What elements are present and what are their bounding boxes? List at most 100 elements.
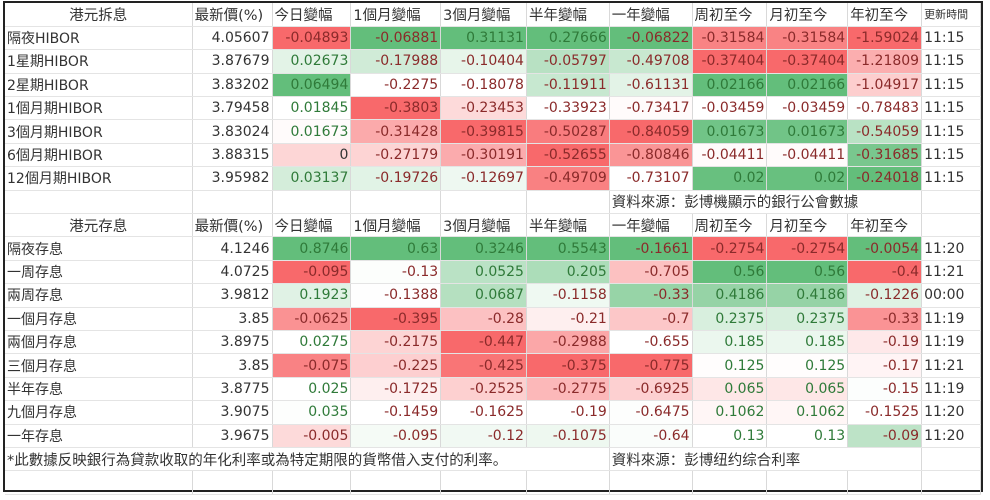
- column-header[interactable]: 今日變幅: [272, 213, 352, 238]
- update-time: 11:19: [921, 330, 981, 355]
- update-time: 11:15: [921, 143, 981, 168]
- change-cell: 0.4186: [766, 283, 849, 308]
- table-row: 一年存息 3.9675 -0.005 -0.095 -0.12 -0.1075 -0.64 0…: [5, 424, 981, 448]
- empty-cell: [692, 470, 768, 495]
- change-cell: -0.447: [440, 330, 527, 355]
- rate-name: 3個月期HIBOR: [5, 119, 193, 144]
- change-cell: 0.02166: [766, 73, 849, 98]
- column-header[interactable]: 年初至今: [847, 213, 923, 238]
- change-cell: -0.84059: [609, 119, 693, 144]
- change-cell: -0.2988: [526, 330, 610, 355]
- change-cell: -0.12697: [440, 166, 527, 191]
- change-cell: 0.185: [766, 330, 849, 355]
- column-header[interactable]: 月初至今: [766, 3, 849, 27]
- column-header[interactable]: 1個月變幅: [350, 213, 442, 238]
- rate-name: 兩個月存息: [5, 330, 193, 355]
- change-cell: 0.1923: [272, 283, 352, 308]
- column-header[interactable]: 月初至今: [766, 213, 849, 238]
- change-cell: 0.01673: [766, 119, 849, 144]
- change-cell: -0.04411: [692, 143, 768, 168]
- update-time: 11:15: [921, 166, 981, 191]
- column-header[interactable]: 周初至今: [692, 213, 768, 238]
- column-header[interactable]: 1個月變幅: [350, 3, 442, 27]
- change-cell: -0.075: [272, 353, 352, 378]
- column-header[interactable]: 港元存息: [5, 213, 193, 238]
- change-cell: -0.2275: [350, 73, 442, 98]
- footnote-row: *此數據反映銀行為貸款收取的年化利率或為特定期限的貨幣借入支付的利率。 資料來源：…: [5, 447, 981, 472]
- change-cell: -0.13: [350, 260, 442, 285]
- rate-name: 12個月期HIBOR: [5, 166, 193, 191]
- latest-price: 3.88315: [192, 143, 273, 168]
- column-header[interactable]: 更新時間: [921, 3, 981, 27]
- table-row: 1個月期HIBOR 3.79458 0.01845 -0.3803 -0.23453 -0…: [5, 96, 981, 121]
- empty-cell: [350, 190, 442, 215]
- column-header[interactable]: 最新價(%): [192, 213, 273, 238]
- header-row: 港元拆息 最新價(%) 今日變幅 1個月變幅 3個月變幅 半年變幅 一年變幅 周初至今 月初至今…: [5, 3, 981, 27]
- latest-price: 4.0725: [192, 260, 273, 285]
- column-header[interactable]: 最新價(%): [192, 3, 273, 27]
- update-time: 11:20: [921, 236, 981, 261]
- update-time: 11:15: [921, 96, 981, 121]
- change-cell: -0.21: [526, 307, 610, 331]
- column-header[interactable]: 一年變幅: [609, 3, 693, 27]
- change-cell: 0.02166: [692, 73, 768, 98]
- change-cell: -0.17: [847, 353, 923, 378]
- change-cell: -0.19726: [350, 166, 442, 191]
- latest-price: 3.85: [192, 353, 273, 378]
- change-cell: -0.1725: [350, 377, 442, 402]
- data-source-note: 資料來源：彭博纽约综合利率: [609, 447, 923, 472]
- latest-price: 3.9675: [192, 424, 273, 448]
- change-cell: -0.24018: [847, 166, 923, 191]
- column-header[interactable]: 周初至今: [692, 3, 768, 27]
- change-cell: 0.2375: [766, 307, 849, 331]
- change-cell: -0.33: [609, 283, 693, 308]
- change-cell: 0.4186: [692, 283, 768, 308]
- rate-name: 九個月存息: [5, 400, 193, 425]
- change-cell: -0.33923: [526, 96, 610, 121]
- empty-cell: [921, 190, 981, 215]
- change-cell: 0.56: [766, 260, 849, 285]
- column-header[interactable]: 半年變幅: [526, 3, 610, 27]
- change-cell: -0.10404: [440, 49, 527, 74]
- change-cell: -0.12: [440, 424, 527, 448]
- column-header[interactable]: 今日變幅: [272, 3, 352, 27]
- column-header[interactable]: 年初至今: [847, 3, 923, 27]
- column-header[interactable]: 3個月變幅: [440, 213, 527, 238]
- latest-price: 3.8775: [192, 377, 273, 402]
- empty-cell: [272, 190, 352, 215]
- change-cell: -0.19: [526, 400, 610, 425]
- change-cell: -0.04893: [272, 26, 352, 51]
- column-header[interactable]: 一年變幅: [609, 213, 693, 238]
- change-cell: 0.8746: [272, 236, 352, 261]
- change-cell: -0.775: [609, 353, 693, 378]
- update-time: 11:19: [921, 307, 981, 331]
- change-cell: -0.005: [272, 424, 352, 448]
- change-cell: -0.54059: [847, 119, 923, 144]
- change-cell: 0.065: [766, 377, 849, 402]
- change-cell: 0.125: [766, 353, 849, 378]
- header-row: 港元存息 最新價(%) 今日變幅 1個月變幅 3個月變幅 半年變幅 一年變幅 周初至今 月初至今…: [5, 213, 981, 238]
- change-cell: 0.185: [692, 330, 768, 355]
- column-header[interactable]: 3個月變幅: [440, 3, 527, 27]
- change-cell: -0.17988: [350, 49, 442, 74]
- spreadsheet: 港元拆息 最新價(%) 今日變幅 1個月變幅 3個月變幅 半年變幅 一年變幅 周初至今 月初至今…: [3, 1, 983, 495]
- change-cell: -0.095: [350, 424, 442, 448]
- change-cell: -0.2525: [440, 377, 527, 402]
- table-row: 九個月存息 3.9075 0.035 -0.1459 -0.1625 -0.19 -0.64…: [5, 400, 981, 425]
- change-cell: -0.19: [847, 330, 923, 355]
- rate-name: 一個月存息: [5, 307, 193, 331]
- change-cell: -0.31584: [766, 26, 849, 51]
- column-header[interactable]: 半年變幅: [526, 213, 610, 238]
- change-cell: -0.27179: [350, 143, 442, 168]
- empty-cell: [350, 470, 442, 495]
- column-header[interactable]: 港元拆息: [5, 3, 193, 27]
- change-cell: 0.01673: [692, 119, 768, 144]
- change-cell: -0.1661: [609, 236, 693, 261]
- change-cell: 0.06494: [272, 73, 352, 98]
- change-cell: -0.2775: [526, 377, 610, 402]
- update-time: 00:00: [921, 283, 981, 308]
- footnote: *此數據反映銀行為貸款收取的年化利率或為特定期限的貨幣借入支付的利率。: [5, 447, 610, 472]
- change-cell: -0.395: [350, 307, 442, 331]
- change-cell: -0.1388: [350, 283, 442, 308]
- update-time: 11:19: [921, 377, 981, 402]
